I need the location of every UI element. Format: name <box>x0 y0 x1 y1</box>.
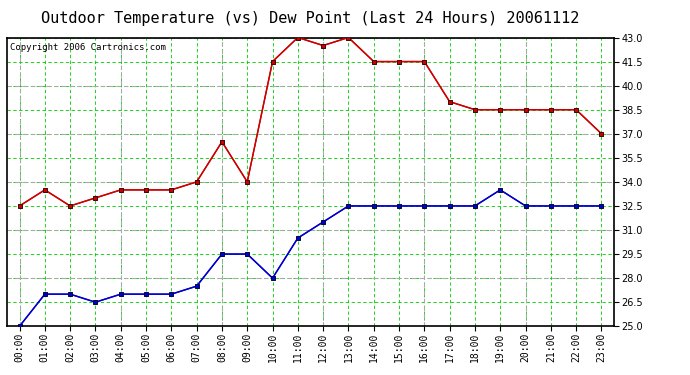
Text: Outdoor Temperature (vs) Dew Point (Last 24 Hours) 20061112: Outdoor Temperature (vs) Dew Point (Last… <box>41 11 580 26</box>
Text: Copyright 2006 Cartronics.com: Copyright 2006 Cartronics.com <box>10 43 166 52</box>
